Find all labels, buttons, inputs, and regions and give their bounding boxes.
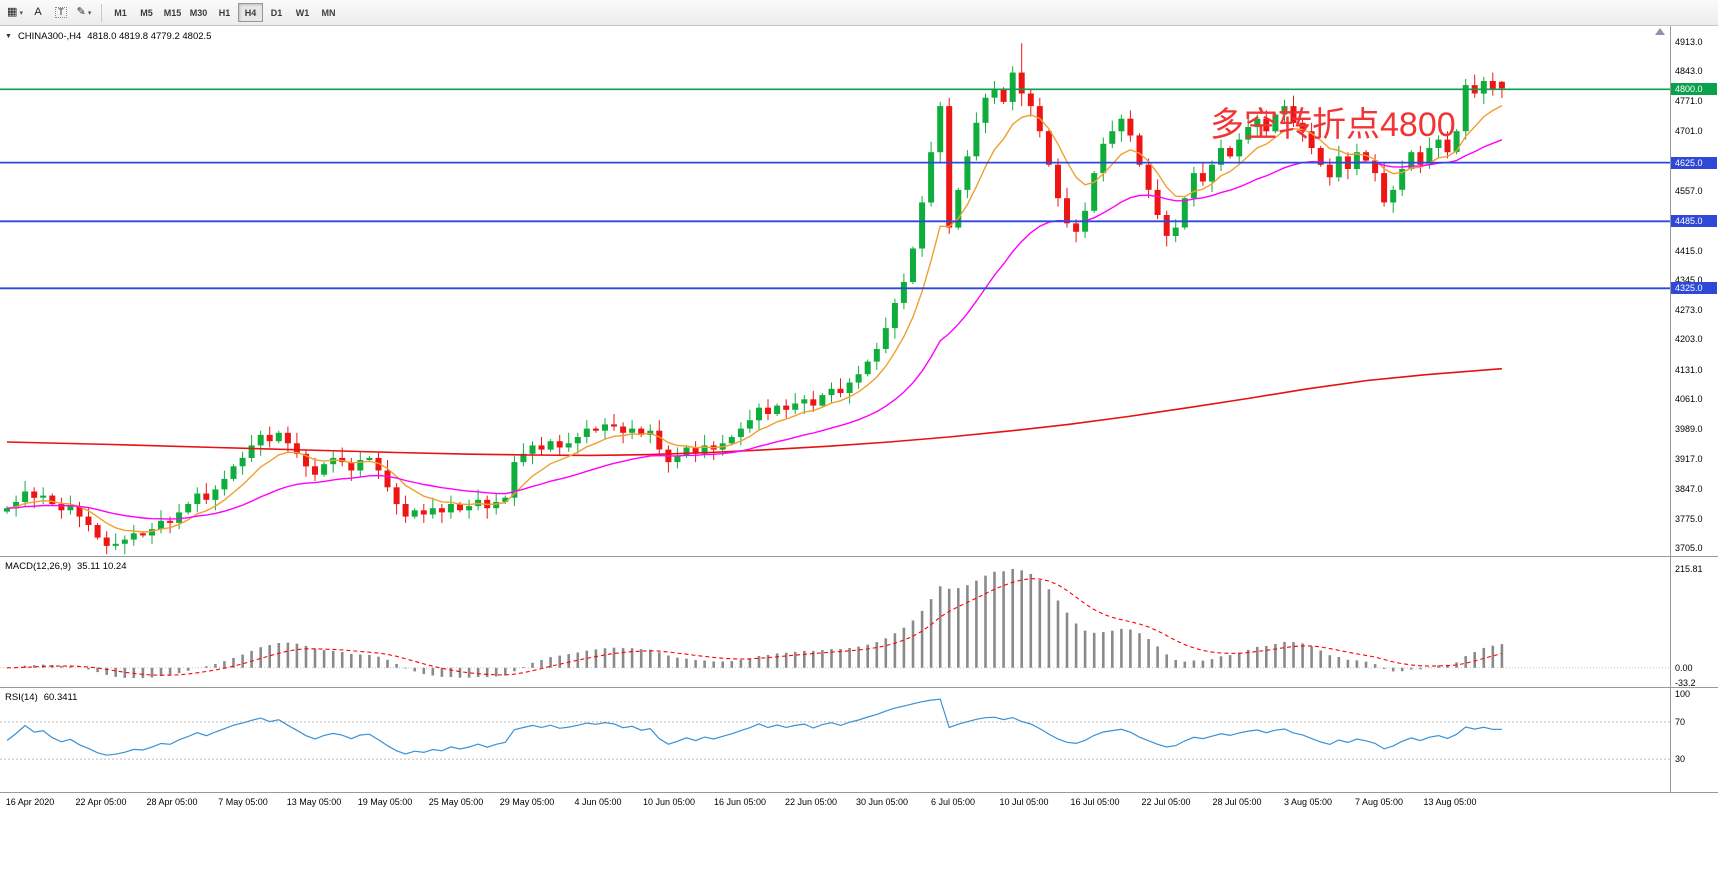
macd-values: 35.11 10.24 bbox=[77, 561, 127, 572]
price-level-badge: 4485.0 bbox=[1671, 215, 1717, 228]
tool-text-frame-button[interactable]: T bbox=[50, 3, 72, 23]
time-axis-label: 30 Jun 05:00 bbox=[855, 797, 909, 807]
time-axis-label: 13 Aug 05:00 bbox=[1423, 797, 1477, 807]
price-scale-label: 4771.0 bbox=[1675, 96, 1703, 107]
toolbar: ▦ ▾ A T ✎ ▾ M1 M5 M15 M30 H1 H4 D1 W1 MN bbox=[0, 0, 1718, 26]
price-scale-label: 4273.0 bbox=[1675, 305, 1703, 316]
draw-shapes-icon: ✎ bbox=[76, 6, 86, 18]
price-scale-label: 3775.0 bbox=[1675, 513, 1703, 524]
chart-title: ▼ CHINA300-,H4 4818.0 4819.8 4779.2 4802… bbox=[5, 31, 211, 42]
rsi-value: 60.3411 bbox=[43, 692, 78, 703]
time-axis-label: 22 Apr 05:00 bbox=[75, 797, 127, 807]
time-axis-label: 22 Jul 05:00 bbox=[1141, 797, 1191, 807]
ohlc-values: 4818.0 4819.8 4779.2 4802.5 bbox=[87, 31, 212, 42]
price-scale-label: 4345.0 bbox=[1675, 274, 1703, 285]
time-axis-label: 13 May 05:00 bbox=[286, 797, 342, 807]
price-scale-label: 4557.0 bbox=[1675, 186, 1703, 197]
tool-chart-type-button[interactable]: ▦ ▾ bbox=[4, 3, 26, 23]
price-scale-label: 4061.0 bbox=[1675, 393, 1703, 404]
time-axis-label: 16 Jun 05:00 bbox=[713, 797, 767, 807]
price-level-badge: 4325.0 bbox=[1671, 282, 1717, 295]
time-axis-label: 4 Jun 05:00 bbox=[574, 797, 622, 807]
price-scale-label: 3847.0 bbox=[1675, 483, 1703, 494]
time-axis-label: 28 Apr 05:00 bbox=[146, 797, 198, 807]
timeframe-group: M1 M5 M15 M30 H1 H4 D1 W1 MN bbox=[108, 3, 341, 22]
chart-menu-arrow-icon[interactable]: ▼ bbox=[5, 33, 12, 40]
price-scale-label: 4203.0 bbox=[1675, 334, 1703, 345]
timeframe-m1-button[interactable]: M1 bbox=[114, 7, 127, 18]
rsi-indicator-label: RSI(14) 60.3411 bbox=[5, 692, 83, 703]
time-axis-label: 16 Jul 05:00 bbox=[1070, 797, 1120, 807]
rsi-panel-canvas[interactable] bbox=[0, 688, 1670, 793]
price-scale-label: 4131.0 bbox=[1675, 364, 1703, 375]
rsi-scale-label: 70 bbox=[1675, 716, 1686, 727]
tool-text-label-button[interactable]: A bbox=[27, 3, 49, 23]
rsi-name: RSI(14) bbox=[5, 692, 38, 703]
macd-indicator-label: MACD(12,26,9) 35.11 10.24 bbox=[5, 561, 132, 572]
timeframe-mn-button[interactable]: MN bbox=[321, 7, 336, 18]
main-chart-canvas[interactable] bbox=[0, 26, 1670, 557]
time-axis-label: 22 Jun 05:00 bbox=[784, 797, 838, 807]
macd-scale-label: 0.00 bbox=[1675, 662, 1693, 673]
annotation-text[interactable]: 多空转折点4800 bbox=[1210, 106, 1456, 144]
macd-scale-label: -33.2 bbox=[1675, 678, 1696, 688]
timeframe-m5-button[interactable]: M5 bbox=[140, 7, 153, 18]
timeframe-w1-button[interactable]: W1 bbox=[295, 7, 310, 18]
drawing-tools-group: ▦ ▾ A T ✎ ▾ bbox=[4, 3, 95, 23]
chart-type-icon: ▦ bbox=[7, 6, 18, 18]
dropdown-caret-icon: ▾ bbox=[19, 9, 23, 17]
price-scale-label: 4415.0 bbox=[1675, 245, 1703, 256]
time-axis-label: 7 Aug 05:00 bbox=[1354, 797, 1404, 807]
time-axis-label: 29 May 05:00 bbox=[499, 797, 555, 807]
macd-name: MACD(12,26,9) bbox=[5, 561, 71, 572]
rsi-panel-border[interactable] bbox=[0, 687, 1718, 688]
price-level-badge: 4800.0 bbox=[1671, 83, 1717, 96]
time-axis-border bbox=[0, 792, 1718, 793]
time-axis-label: 16 Apr 2020 bbox=[5, 797, 55, 807]
price-scale-label: 3989.0 bbox=[1675, 424, 1703, 435]
price-scale-label: 3705.0 bbox=[1675, 543, 1703, 553]
text-frame-icon: T bbox=[55, 7, 67, 18]
text-label-icon: A bbox=[34, 6, 42, 18]
price-scale-label: 4843.0 bbox=[1675, 66, 1703, 77]
macd-scale-label: 215.81 bbox=[1675, 564, 1703, 574]
price-scale-label: 4701.0 bbox=[1675, 125, 1703, 136]
time-axis-label: 7 May 05:00 bbox=[218, 797, 268, 807]
time-axis-label: 25 May 05:00 bbox=[428, 797, 484, 807]
timeframe-m15-button[interactable]: M15 bbox=[163, 7, 182, 18]
tool-draw-shapes-button[interactable]: ✎ ▾ bbox=[73, 3, 95, 23]
price-scale-border[interactable] bbox=[1670, 26, 1671, 793]
time-axis-label: 19 May 05:00 bbox=[357, 797, 413, 807]
rsi-scale-label: 30 bbox=[1675, 754, 1686, 765]
time-axis-label: 10 Jul 05:00 bbox=[999, 797, 1049, 807]
chart-shift-icon[interactable] bbox=[1655, 28, 1665, 35]
macd-panel-canvas[interactable] bbox=[0, 557, 1670, 688]
time-axis-label: 6 Jul 05:00 bbox=[930, 797, 976, 807]
macd-panel-border[interactable] bbox=[0, 556, 1718, 557]
timeframe-h1-button[interactable]: H1 bbox=[218, 7, 231, 18]
price-scale-label: 3917.0 bbox=[1675, 454, 1703, 465]
timeframe-h4-button[interactable]: H4 bbox=[238, 3, 263, 22]
timeframe-m30-button[interactable]: M30 bbox=[189, 7, 208, 18]
time-axis-label: 28 Jul 05:00 bbox=[1212, 797, 1262, 807]
symbol-name: CHINA300-,H4 bbox=[17, 31, 82, 42]
price-scale-label: 4913.0 bbox=[1675, 37, 1703, 47]
price-level-badge: 4625.0 bbox=[1671, 156, 1717, 169]
time-axis-label: 3 Aug 05:00 bbox=[1283, 797, 1333, 807]
rsi-scale-label: 100 bbox=[1675, 689, 1691, 699]
toolbar-separator bbox=[101, 3, 102, 22]
dropdown-caret-icon: ▾ bbox=[87, 9, 92, 17]
time-axis-label: 10 Jun 05:00 bbox=[642, 797, 696, 807]
timeframe-d1-button[interactable]: D1 bbox=[270, 7, 283, 18]
